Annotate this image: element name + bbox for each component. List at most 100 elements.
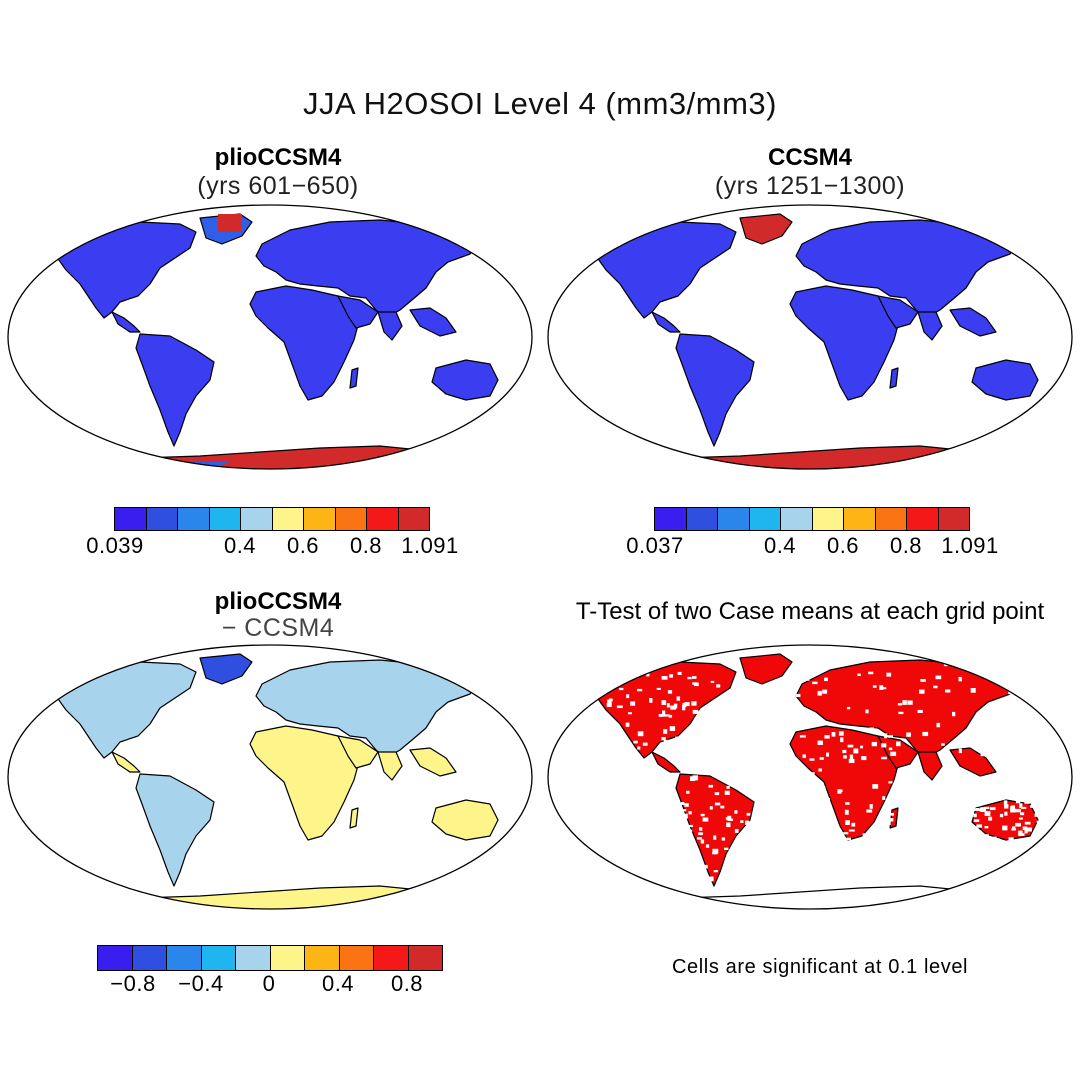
- land-greenland: [739, 213, 793, 245]
- land-north-america: [595, 221, 737, 319]
- tick-label: 0.6: [286, 533, 320, 558]
- land-india: [377, 311, 403, 341]
- panel-subtitle-ccsm4: (yrs 1251−1300): [714, 172, 906, 200]
- land-india: [917, 311, 943, 341]
- map-frame: [7, 644, 533, 910]
- tick-label: 0.4: [763, 533, 797, 558]
- land-central-america: [111, 751, 141, 773]
- land-africa: [249, 725, 361, 841]
- colorbar-swatch: [339, 946, 374, 970]
- land-seasia: [409, 747, 457, 777]
- map-frame: [7, 204, 533, 470]
- map-ccsm4: [547, 204, 1073, 470]
- colorbar-swatch: [167, 946, 202, 970]
- map-ttest: [547, 644, 1073, 910]
- panel-subtitle-diff: − CCSM4: [221, 614, 335, 642]
- land-india: [917, 751, 943, 781]
- colorbar-difference: [97, 945, 443, 971]
- map-plioccsm4: [7, 204, 533, 470]
- tick-label: 0.8: [390, 971, 424, 996]
- land-madagascar: [349, 807, 359, 829]
- land-arabia: [877, 295, 919, 329]
- land-madagascar: [889, 367, 899, 389]
- land-madagascar: [349, 367, 359, 389]
- panel-title-ccsm4: CCSM4: [767, 144, 852, 171]
- land-central-america: [651, 311, 681, 333]
- tick-label: 0: [262, 971, 276, 996]
- colorbar-swatch: [367, 508, 399, 530]
- colorbar-swatch: [749, 508, 781, 530]
- colorbar-swatch: [907, 508, 939, 530]
- colorbar-swatch: [115, 508, 147, 530]
- land-south-america: [675, 333, 755, 447]
- land-central-america: [651, 751, 681, 773]
- land-arabia: [337, 735, 379, 769]
- land-seasia: [949, 747, 997, 777]
- land-north-america: [595, 661, 737, 759]
- tick-label: −0.8: [110, 971, 156, 996]
- land-africa: [789, 725, 901, 841]
- land-africa: [249, 285, 361, 401]
- tick-label: 0.037: [626, 533, 684, 558]
- land-australia: [431, 359, 499, 401]
- tick-label: 0.8: [349, 533, 383, 558]
- land-africa: [789, 285, 901, 401]
- colorbar-swatch: [236, 946, 271, 970]
- land-greenland: [199, 653, 253, 685]
- land-antarctica: [639, 885, 981, 909]
- colorbar-swatch: [146, 508, 178, 530]
- colorbar-swatch: [305, 946, 340, 970]
- colorbar-swatch: [781, 508, 813, 530]
- colorbar-swatch: [335, 508, 367, 530]
- colorbar-swatch: [686, 508, 718, 530]
- significance-note: Cells are significant at 0.1 level: [672, 956, 969, 978]
- tick-label: 0.6: [826, 533, 860, 558]
- colorbar-ccsm4: [654, 507, 970, 531]
- map-frame: [547, 204, 1073, 470]
- colorbar-swatch: [408, 946, 442, 970]
- land-seasia: [409, 307, 457, 337]
- colorbar-swatch: [812, 508, 844, 530]
- land-australia: [971, 359, 1039, 401]
- panel-title-plio: plioCCSM4: [214, 144, 342, 171]
- land-central-america: [111, 311, 141, 333]
- tick-label: 0.039: [86, 533, 144, 558]
- colorbar-swatch: [272, 508, 304, 530]
- panel-subtitle-plio: (yrs 601−650): [197, 172, 359, 200]
- land-north-america: [55, 661, 197, 759]
- tick-label: 1.091: [941, 533, 999, 558]
- colorbar-swatch: [655, 508, 687, 530]
- colorbar-swatch: [304, 508, 336, 530]
- land-antarctica: [639, 445, 981, 469]
- land-greenland: [739, 653, 793, 685]
- land-arabia: [337, 295, 379, 329]
- panel-title-ttest: T-Test of two Case means at each grid po…: [575, 598, 1045, 625]
- land-seasia: [949, 307, 997, 337]
- map-frame: [547, 644, 1073, 910]
- colorbar-swatch: [98, 946, 133, 970]
- colorbar-swatch: [875, 508, 907, 530]
- colorbar-swatch: [374, 946, 409, 970]
- land-south-america: [675, 773, 755, 887]
- colorbar-swatch: [270, 946, 305, 970]
- colorbar-swatch: [241, 508, 273, 530]
- colorbar-swatch: [398, 508, 429, 530]
- map-difference: [7, 644, 533, 910]
- tick-label: 0.4: [321, 971, 355, 996]
- land-antarctica: [99, 445, 441, 469]
- land-madagascar: [889, 807, 899, 829]
- colorbar-swatch: [718, 508, 750, 530]
- land-australia: [431, 799, 499, 841]
- colorbar-swatch: [844, 508, 876, 530]
- colorbar-swatch: [201, 946, 236, 970]
- tick-label: 1.091: [401, 533, 459, 558]
- land-india: [377, 751, 403, 781]
- colorbar-swatch: [178, 508, 210, 530]
- land-north-america: [55, 221, 197, 319]
- colorbar-plioccsm4: [114, 507, 430, 531]
- colorbar-swatch: [938, 508, 969, 530]
- colorbar-swatch: [132, 946, 167, 970]
- land-south-america: [135, 773, 215, 887]
- tick-label: −0.4: [178, 971, 224, 996]
- land-south-america: [135, 333, 215, 447]
